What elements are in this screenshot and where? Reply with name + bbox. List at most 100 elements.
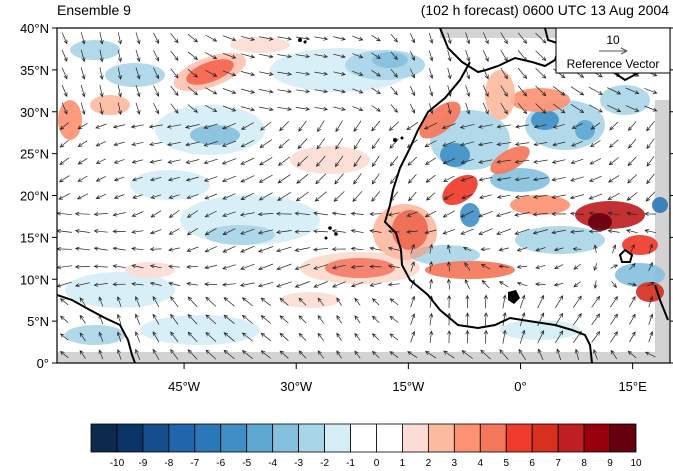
wind-vector — [518, 348, 526, 360]
wind-vector — [496, 177, 511, 182]
wind-vector — [74, 264, 90, 269]
colorbar-swatch — [531, 423, 559, 453]
wind-vector — [496, 228, 512, 235]
wind-vector — [551, 159, 566, 164]
wind-vector — [478, 210, 493, 218]
wind-vector — [429, 330, 434, 343]
wind-vector — [459, 141, 475, 147]
wind-vector — [331, 264, 346, 270]
negative-anomalies — [65, 40, 668, 345]
anomaly-blob — [105, 63, 165, 87]
wind-vector — [204, 246, 217, 253]
wind-vector — [478, 228, 493, 235]
wind-vector — [553, 282, 564, 287]
wind-vector — [241, 297, 253, 307]
wind-vector — [607, 104, 622, 112]
anomaly-blob — [490, 168, 550, 192]
wind-vector — [481, 279, 490, 289]
anomaly-blob — [615, 263, 665, 287]
wind-vector — [627, 156, 637, 167]
wind-vector — [275, 211, 292, 216]
wind-vector — [353, 138, 362, 150]
wind-vector — [223, 349, 235, 360]
wind-vector — [260, 121, 272, 131]
wind-vector — [352, 88, 364, 94]
wind-vector — [627, 174, 637, 184]
wind-vector — [187, 104, 199, 113]
wind-vector — [239, 212, 255, 217]
wind-vector — [571, 123, 583, 129]
wind-vector — [204, 282, 218, 287]
wind-vector — [371, 70, 381, 77]
wind-vector — [331, 211, 346, 216]
wind-vector — [482, 49, 489, 62]
wind-vector — [222, 211, 236, 217]
wind-vector — [517, 32, 528, 44]
colorbar-label: 9 — [607, 458, 613, 469]
wind-vector — [240, 192, 255, 200]
wind-vector — [646, 173, 655, 185]
colorbar-swatch — [402, 423, 429, 453]
colorbar-label: 3 — [452, 458, 458, 469]
anomaly-blob — [173, 52, 247, 92]
wind-vector — [187, 33, 199, 43]
wind-vector — [99, 32, 104, 45]
wind-vector — [258, 174, 273, 183]
wind-vector — [57, 246, 72, 252]
wind-vector — [117, 49, 122, 63]
wind-vector — [205, 104, 218, 112]
wind-vector — [278, 138, 290, 149]
colorbar-swatch — [194, 423, 222, 453]
wind-vector — [460, 176, 474, 182]
wind-vector — [334, 155, 344, 168]
wind-vector — [95, 123, 107, 129]
wind-vector — [316, 138, 325, 150]
wind-vector — [277, 89, 292, 94]
wind-vector — [352, 53, 364, 59]
wind-vector — [352, 106, 364, 112]
wind-vector — [99, 84, 104, 98]
wind-vector — [443, 193, 455, 200]
anomaly-blob — [230, 37, 290, 53]
wind-vector — [570, 86, 585, 96]
wind-vector — [409, 103, 416, 114]
anomaly-blob — [90, 95, 130, 115]
wind-vector — [333, 71, 346, 76]
island-cape-verde — [334, 232, 338, 236]
wind-vector — [80, 84, 86, 98]
wind-vector — [277, 192, 291, 201]
wind-vector — [479, 194, 492, 200]
wind-vector — [465, 85, 471, 98]
wind-vector — [465, 32, 471, 45]
wind-vector — [353, 155, 362, 168]
wind-vector — [569, 229, 584, 234]
wind-vector — [588, 193, 603, 200]
wind-vector — [429, 243, 434, 254]
wind-vector — [170, 296, 179, 308]
x-tick-label: 30°W — [280, 379, 313, 394]
colorbar-swatch — [609, 423, 637, 453]
wind-vector — [240, 175, 255, 183]
x-tick-label: 15°E — [618, 379, 647, 394]
wind-vector — [298, 315, 307, 324]
colorbar-label: -9 — [138, 458, 147, 469]
wind-vector — [77, 140, 88, 147]
wind-vector — [152, 331, 160, 343]
wind-vector — [113, 141, 125, 147]
wind-vector — [80, 49, 86, 63]
wind-vector — [593, 244, 598, 254]
colorbar-label: -4 — [268, 458, 277, 469]
wind-vector — [625, 105, 640, 112]
wind-vector — [609, 139, 619, 148]
wind-vector — [626, 192, 638, 201]
wind-vector — [95, 141, 107, 147]
wind-vector — [222, 105, 237, 112]
wind-vector — [499, 349, 509, 360]
wind-vector — [537, 294, 545, 309]
colorbar-swatch — [479, 423, 507, 453]
wind-vector — [240, 71, 256, 77]
wind-vector — [186, 228, 199, 236]
wind-vector — [61, 67, 68, 80]
wind-vector — [461, 193, 473, 200]
wind-vector — [574, 348, 580, 360]
